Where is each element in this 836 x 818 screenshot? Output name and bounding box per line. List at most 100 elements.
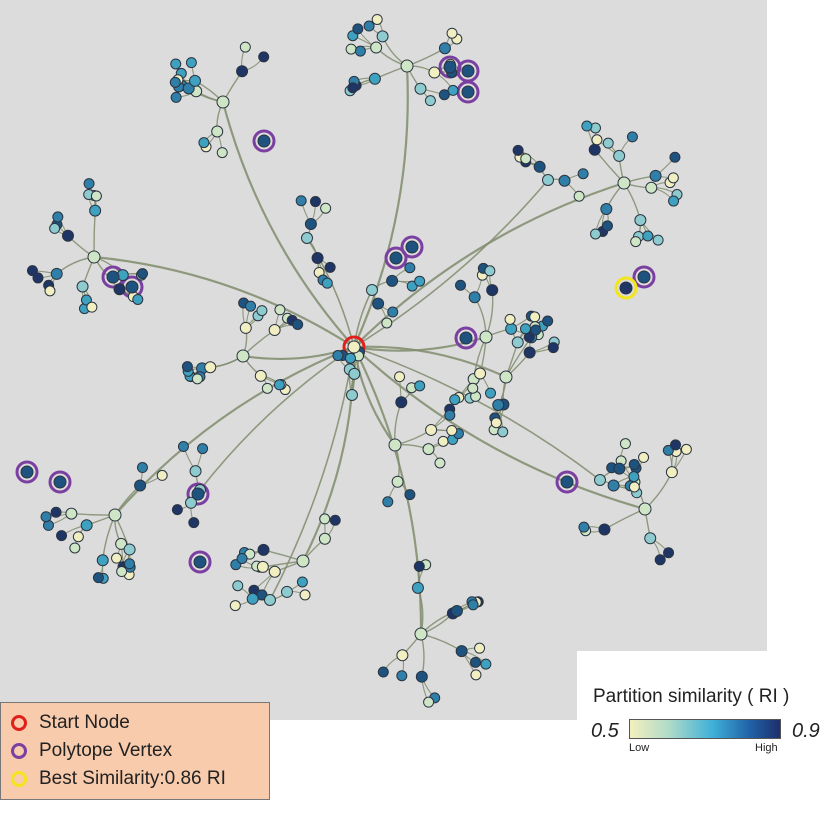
graph-node-18 xyxy=(363,20,375,32)
graph-node-62 xyxy=(667,172,679,184)
graph-node-292 xyxy=(499,370,513,384)
graph-node-50 xyxy=(630,236,642,248)
graph-node-46 xyxy=(591,134,603,146)
graph-node-104 xyxy=(181,361,193,373)
graph-node-207 xyxy=(377,666,389,678)
graph-node-189 xyxy=(598,523,611,536)
graph-node-211 xyxy=(469,656,481,668)
graph-node-273 xyxy=(607,479,620,492)
graph-node-320 xyxy=(619,281,633,295)
graph-node-141 xyxy=(520,323,532,335)
graph-node-20 xyxy=(376,30,389,43)
graph-node-309 xyxy=(389,251,403,265)
graph-rings xyxy=(15,55,656,574)
graph-node-113 xyxy=(468,291,481,304)
graph-node-25 xyxy=(370,41,383,54)
graph-node-301 xyxy=(542,174,554,186)
graph-edge-2 xyxy=(353,181,625,348)
graph-node-281 xyxy=(299,589,311,601)
graph-node-300 xyxy=(346,389,358,401)
graph-node-244 xyxy=(304,218,317,231)
graph-node-304 xyxy=(264,594,276,606)
graph-node-195 xyxy=(654,554,666,566)
graph-node-98 xyxy=(256,305,268,317)
graph-node-29 xyxy=(428,66,441,79)
graph-edge-9 xyxy=(353,346,646,511)
graph-node-193 xyxy=(670,439,682,451)
graph-node-297 xyxy=(388,438,402,452)
graph-node-264 xyxy=(533,160,546,173)
graph-node-83 xyxy=(132,293,144,305)
graph-node-135 xyxy=(523,346,536,359)
polytope-vertex-9 xyxy=(555,470,579,494)
graph-node-278 xyxy=(171,504,183,516)
graph-node-266 xyxy=(628,458,640,470)
graph-node-48 xyxy=(652,234,664,246)
legend-start-label: Start Node xyxy=(39,712,130,733)
graph-node-191 xyxy=(680,443,692,455)
panel-notch xyxy=(577,651,767,720)
graph-node-311 xyxy=(106,270,120,284)
graph-edge-0 xyxy=(221,101,355,348)
colorbar-high-label: High xyxy=(755,742,778,754)
graph-node-133 xyxy=(547,342,559,354)
graph-node-268 xyxy=(613,462,626,475)
graph-node-219 xyxy=(414,380,426,392)
graph-edge-13 xyxy=(306,237,355,348)
graph-node-197 xyxy=(644,532,657,545)
graph-node-217 xyxy=(450,604,463,617)
colorbar-title: Partition similarity ( RI ) xyxy=(593,686,790,707)
colorbar-gradient xyxy=(629,719,781,739)
graph-node-206 xyxy=(411,581,424,594)
graph-node-154 xyxy=(123,543,136,556)
graph-node-75 xyxy=(86,301,98,313)
graph-node-179 xyxy=(318,532,331,545)
graph-node-232 xyxy=(446,425,458,437)
legend-item-start: Start Node xyxy=(11,711,130,735)
graph-node-34 xyxy=(446,27,458,39)
graph-node-43 xyxy=(588,143,601,156)
graph-node-157 xyxy=(134,479,147,492)
graph-node-167 xyxy=(92,572,104,584)
graph-node-84 xyxy=(113,283,126,296)
graph-node-121 xyxy=(449,394,461,406)
graph-node-2 xyxy=(170,91,182,103)
graph-node-126 xyxy=(485,387,497,399)
graph-node-258 xyxy=(577,168,589,180)
graph-node-321 xyxy=(347,340,361,354)
graph-node-262 xyxy=(520,153,532,165)
graph-node-225 xyxy=(434,457,446,469)
graph-node-267 xyxy=(619,438,631,450)
graph-node-109 xyxy=(273,379,285,391)
graph-node-182 xyxy=(256,560,269,573)
graph-edge-133 xyxy=(485,290,494,338)
graph-node-295 xyxy=(638,502,652,516)
best-similarity-node xyxy=(614,276,638,300)
graph-node-296 xyxy=(414,627,428,641)
graph-node-302 xyxy=(594,474,606,486)
graph-node-290 xyxy=(236,349,250,363)
graph-node-80 xyxy=(32,272,44,284)
graph-node-308 xyxy=(461,85,475,99)
tree-graph xyxy=(15,13,692,708)
graph-node-65 xyxy=(52,211,64,223)
graph-node-228 xyxy=(422,443,435,456)
graph-node-15 xyxy=(239,41,251,53)
graph-node-249 xyxy=(311,252,324,265)
graph-node-212 xyxy=(480,658,492,670)
graph-node-12 xyxy=(169,76,181,88)
graph-node-192 xyxy=(662,444,674,456)
graph-node-39 xyxy=(347,82,359,94)
graph-nodes xyxy=(20,13,692,708)
graph-node-125 xyxy=(467,382,479,394)
graph-node-269 xyxy=(628,471,640,483)
graph-edge-206 xyxy=(604,508,646,531)
graph-node-23 xyxy=(354,45,366,57)
graph-node-289 xyxy=(87,250,101,264)
graph-node-165 xyxy=(80,519,93,532)
graph-node-188 xyxy=(578,521,590,533)
graph-node-56 xyxy=(645,181,658,194)
graph-node-231 xyxy=(444,409,456,421)
graph-node-259 xyxy=(558,174,571,187)
colorbar: Partition similarity ( RI ) 0.5 0.9 Low … xyxy=(585,680,830,770)
